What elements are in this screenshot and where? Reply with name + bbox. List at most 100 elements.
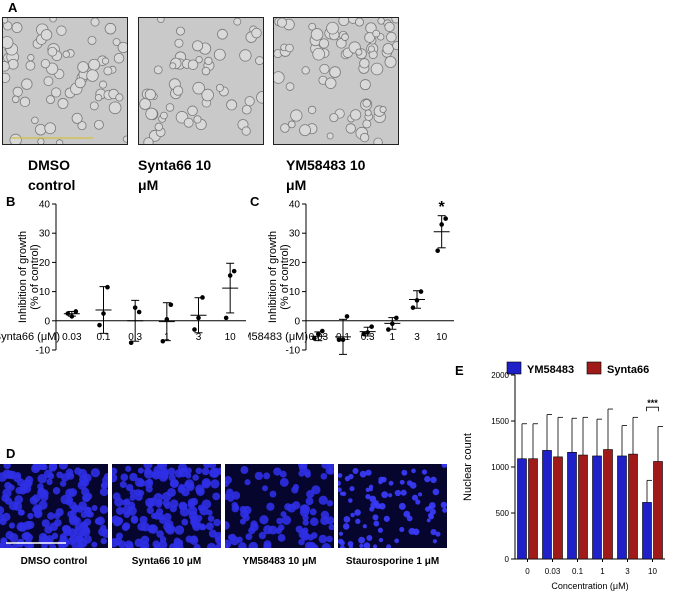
- y-tick-label: 30: [289, 229, 301, 240]
- caption-synta66: Synta66 10 μM: [138, 157, 212, 193]
- nucleus-shape: [37, 473, 47, 484]
- nucleus-shape: [26, 520, 35, 529]
- cell-shape: [345, 123, 356, 134]
- panel-letter: E: [455, 363, 464, 378]
- cell-shape: [324, 77, 337, 89]
- data-point: [128, 340, 134, 345]
- cell-shape: [217, 28, 228, 40]
- cell-shape: [215, 83, 224, 92]
- nucleus-shape: [8, 484, 15, 491]
- nucleus-shape: [27, 512, 34, 520]
- data-point: [443, 216, 448, 221]
- y-tick-label: 500: [496, 509, 510, 518]
- cell-shape: [94, 93, 103, 102]
- cell-shape: [299, 124, 311, 137]
- cell-shape: [301, 66, 310, 75]
- x-axis-label: YM58483 (μM): [248, 331, 308, 343]
- nucleus-shape: [181, 518, 189, 526]
- nucleus-shape: [239, 518, 246, 525]
- cell-shape: [355, 18, 364, 27]
- cell-shape: [362, 119, 372, 129]
- cell-shape: [139, 98, 152, 110]
- micrograph-background: [3, 18, 127, 144]
- nucleus-shape: [153, 511, 161, 520]
- data-point: [390, 321, 395, 327]
- x-tick-label: 0.3: [361, 332, 375, 343]
- nucleus-shape: [152, 540, 161, 548]
- nucleus-shape: [263, 472, 271, 480]
- cell-shape: [71, 112, 83, 124]
- data-point: [316, 331, 321, 337]
- nucleus-shape: [383, 515, 390, 522]
- cell-shape: [319, 63, 330, 75]
- y-tick-label: 2000: [491, 371, 509, 380]
- data-point: [65, 311, 71, 316]
- data-point: [336, 337, 342, 343]
- nucleus-shape: [2, 469, 12, 479]
- x-tick-label: 0.03: [62, 332, 82, 343]
- cell-shape: [25, 60, 36, 71]
- nucleus-shape: [363, 542, 371, 548]
- y-tick-label: 30: [39, 229, 51, 240]
- cell-shape: [370, 62, 384, 76]
- data-point: [320, 328, 325, 334]
- nucleus-shape: [0, 518, 7, 526]
- nucleus-shape: [417, 492, 423, 497]
- cell-shape: [193, 115, 202, 124]
- nucleus-shape: [209, 464, 217, 469]
- nucleus-shape: [225, 539, 232, 548]
- nucleus-shape: [226, 488, 234, 496]
- caption-fluo-ym58483: YM58483 10 μM: [242, 556, 317, 567]
- x-tick-label: 0.1: [572, 567, 584, 576]
- micrograph-ym58483: [273, 17, 399, 145]
- data-point: [435, 248, 440, 254]
- data-point: [192, 327, 197, 332]
- cell-shape: [226, 99, 238, 111]
- cell-shape: [11, 22, 23, 34]
- nucleus-shape: [281, 515, 292, 525]
- cell-shape: [46, 95, 55, 104]
- nucleus-shape: [269, 490, 277, 498]
- y-tick-label: 10: [39, 287, 51, 298]
- cell-shape: [34, 123, 47, 136]
- nucleus-shape: [268, 525, 278, 535]
- nucleus-shape: [338, 480, 341, 486]
- y-tick-label: 20: [289, 258, 301, 269]
- data-point: [223, 315, 229, 321]
- nucleus-shape: [112, 473, 118, 483]
- nucleus-shape: [163, 513, 172, 522]
- nucleus-shape: [394, 489, 402, 497]
- data-point: [160, 338, 166, 344]
- nucleus-shape: [373, 520, 380, 527]
- x-tick-label: 1: [390, 332, 396, 343]
- nucleus-shape: [0, 542, 4, 548]
- nucleus-shape: [306, 490, 315, 499]
- nucleus-shape: [215, 542, 221, 548]
- y-axis-label: Inhibition of growth: [267, 231, 279, 323]
- cell-shape: [101, 57, 110, 65]
- caption-fluo-synta66: Synta66 10 μM: [131, 556, 202, 567]
- nucleus-shape: [203, 464, 211, 469]
- nucleus-shape: [193, 543, 201, 548]
- nucleus-shape: [325, 467, 333, 475]
- x-tick-label: 10: [225, 332, 237, 343]
- nucleus-shape: [341, 491, 347, 497]
- nucleus-shape: [248, 541, 259, 548]
- nucleus-shape: [342, 523, 350, 530]
- cell-shape: [201, 88, 214, 102]
- nucleus-shape: [408, 527, 416, 535]
- cell-shape: [338, 18, 350, 27]
- data-point: [101, 311, 106, 316]
- nucleus-shape: [292, 501, 301, 510]
- nucleus-shape: [338, 531, 344, 536]
- data-point: [414, 298, 420, 303]
- x-tick-label: 0.1: [97, 332, 111, 343]
- nucleus-shape: [358, 536, 366, 544]
- cell-shape: [384, 55, 397, 68]
- data-point: [394, 315, 399, 321]
- cell-shape: [3, 72, 11, 83]
- nucleus-shape: [207, 515, 215, 522]
- nucleus-shape: [200, 524, 207, 531]
- nucleus-shape: [373, 500, 379, 506]
- nucleus-shape: [192, 474, 199, 481]
